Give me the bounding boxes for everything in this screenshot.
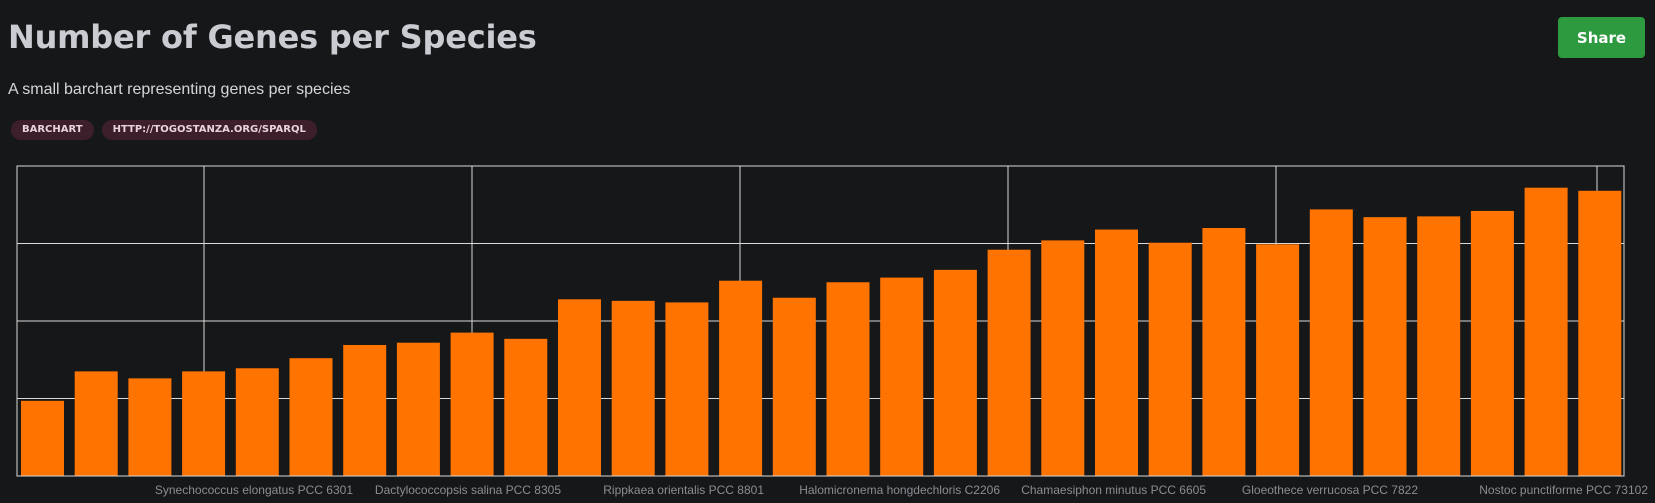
plot-frame [16,165,1625,477]
bar[interactable] [1417,216,1461,476]
x-tick-label: Gloeothece verrucosa PCC 7822 [1242,483,1418,497]
bar[interactable] [826,282,870,476]
share-button[interactable]: Share [1558,17,1645,58]
chart-x-tick-labels: Synechococcus elongatus PCC 6301 Dactyloc… [155,483,1648,497]
bar[interactable] [450,332,494,476]
bar[interactable] [1095,229,1138,476]
bar[interactable] [772,297,816,476]
bar[interactable] [1524,187,1568,476]
bar[interactable] [558,299,601,476]
bar[interactable] [1148,242,1192,476]
bar[interactable] [504,338,548,476]
bar[interactable] [396,342,440,476]
bar[interactable] [1309,209,1353,476]
x-tick-label: Nostoc punctiforme PCC 73102 [1479,483,1648,497]
bar[interactable] [235,368,279,476]
bar[interactable] [719,280,763,476]
bar[interactable] [933,269,977,476]
bar[interactable] [182,371,226,476]
bar[interactable] [21,400,64,476]
chart-axes [16,165,1625,477]
tag-sparql-endpoint[interactable]: HTTP://TOGOSTANZA.ORG/SPARQL [101,120,317,140]
bar[interactable] [1363,217,1407,476]
bar[interactable] [987,249,1031,476]
page-subtitle: A small barchart representing genes per … [8,81,351,98]
bar[interactable] [1041,240,1085,476]
bar[interactable] [128,378,172,476]
tag-list: BARCHART HTTP://TOGOSTANZA.ORG/SPARQL [11,120,317,140]
x-tick-label: Synechococcus elongatus PCC 6301 [155,483,353,497]
bar[interactable] [289,358,333,476]
bar[interactable] [1256,244,1300,476]
tag-barchart[interactable]: BARCHART [11,120,94,140]
bar[interactable] [74,371,118,476]
bar[interactable] [1470,210,1514,476]
bar[interactable] [611,300,655,476]
bar[interactable] [880,277,924,476]
chart-bars [21,187,1622,477]
x-tick-label: Halomicronema hongdechloris C2206 [799,483,1000,497]
bar[interactable] [665,302,709,476]
page-title: Number of Genes per Species [8,18,537,56]
bar[interactable] [1578,190,1622,477]
bar[interactable] [1202,228,1246,476]
x-tick-label: Chamaesiphon minutus PCC 6605 [1021,483,1206,497]
bar[interactable] [343,345,387,476]
x-tick-label: Rippkaea orientalis PCC 8801 [603,483,764,497]
x-tick-label: Dactylococcopsis salina PCC 8305 [375,483,561,497]
